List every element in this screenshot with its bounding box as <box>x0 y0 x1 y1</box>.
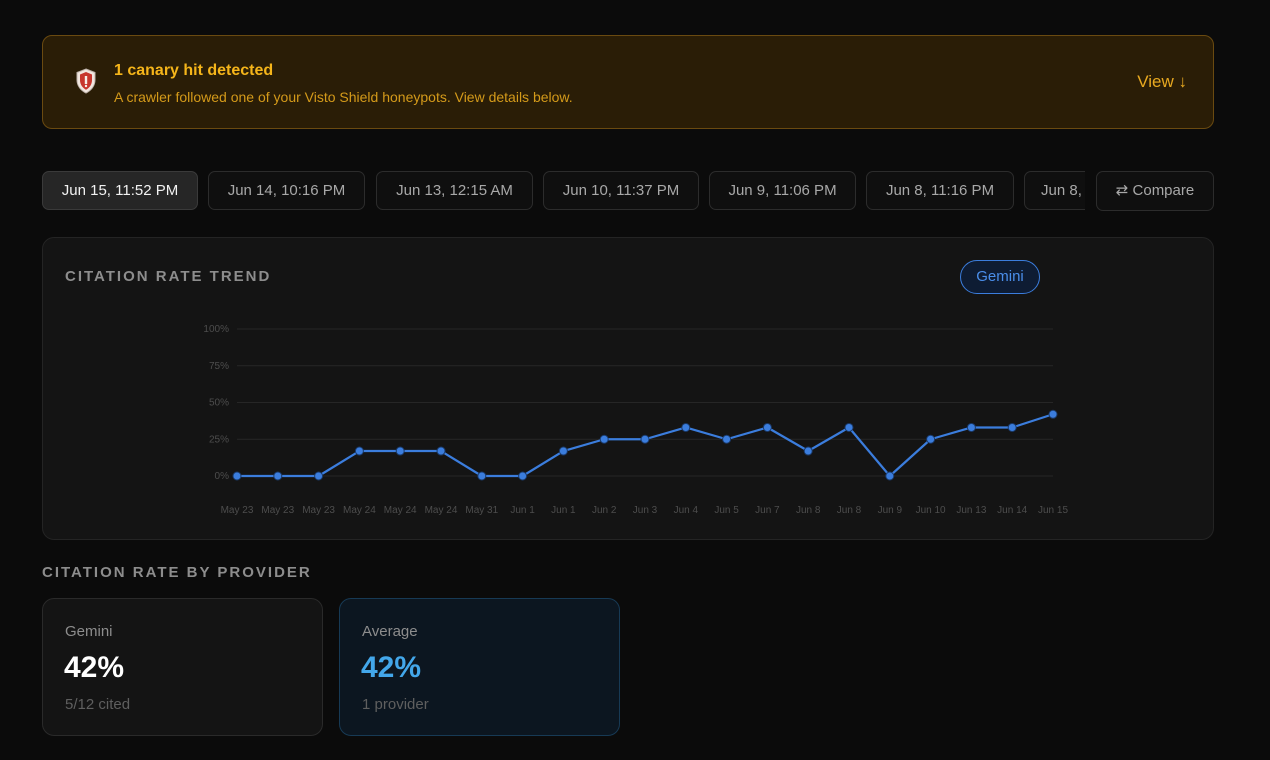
x-tick-label: Jun 1 <box>510 505 535 516</box>
x-tick-label: Jun 8 <box>837 505 862 516</box>
x-tick-label: May 23 <box>302 505 335 516</box>
legend-gemini[interactable]: Gemini <box>960 260 1040 294</box>
data-point <box>803 446 813 456</box>
run-tabs: Jun 15, 11:52 PM Jun 14, 10:16 PM Jun 13… <box>42 171 1085 211</box>
data-point <box>354 446 364 456</box>
run-tab[interactable]: Jun 8, 11:16 PM <box>866 171 1014 210</box>
provider-card-gemini: Gemini 42% 5/12 cited <box>42 598 323 736</box>
data-point <box>518 471 528 481</box>
x-tick-label: Jun 7 <box>755 505 780 516</box>
run-tab[interactable]: Jun 10, 11:37 PM <box>543 171 699 210</box>
data-point <box>232 471 242 481</box>
y-tick-label: 0% <box>215 471 230 482</box>
run-tab[interactable]: Jun 14, 10:16 PM <box>208 171 365 210</box>
run-tab[interactable]: Jun 9, 11:06 PM <box>709 171 856 210</box>
citation-trend-card: CITATION RATE TREND Gemini 0% 25% 50% 75% 10… <box>42 237 1214 540</box>
y-tick-label: 100% <box>203 324 229 335</box>
provider-count: 1 provider <box>362 696 429 713</box>
x-tick-label: Jun 2 <box>592 505 617 516</box>
x-tick-label: May 23 <box>261 505 294 516</box>
x-tick-label: May 24 <box>425 505 458 516</box>
x-tick-label: Jun 8 <box>796 505 821 516</box>
data-point <box>1007 422 1017 432</box>
data-point <box>477 471 487 481</box>
run-tab[interactable]: Jun 8, <box>1024 171 1085 210</box>
average-rate: 42% <box>361 651 422 684</box>
x-tick-label: May 24 <box>384 505 417 516</box>
run-tab[interactable]: Jun 13, 12:15 AM <box>376 171 533 210</box>
run-tab[interactable]: Jun 15, 11:52 PM <box>42 171 198 210</box>
data-point <box>722 434 732 444</box>
data-point <box>844 422 854 432</box>
data-point <box>926 434 936 444</box>
x-tick-label: Jun 14 <box>997 505 1027 516</box>
data-point <box>640 434 650 444</box>
data-point <box>599 434 609 444</box>
data-point <box>314 471 324 481</box>
x-tick-label: May 24 <box>343 505 376 516</box>
data-point <box>966 422 976 432</box>
shield-icon <box>76 68 96 94</box>
data-point <box>395 446 405 456</box>
y-tick-label: 50% <box>209 398 229 409</box>
x-tick-label: Jun 15 <box>1038 505 1068 516</box>
trend-title: CITATION RATE TREND <box>65 268 272 285</box>
alert-title: 1 canary hit detected <box>114 62 274 79</box>
x-tick-label: Jun 1 <box>551 505 576 516</box>
provider-card-average: Average 42% 1 provider <box>339 598 620 736</box>
data-point <box>558 446 568 456</box>
x-tick-label: May 31 <box>465 505 498 516</box>
x-tick-label: Jun 3 <box>633 505 658 516</box>
x-tick-label: Jun 10 <box>916 505 946 516</box>
compare-button[interactable]: ⇄ Compare <box>1096 171 1214 211</box>
y-tick-label: 75% <box>209 361 229 372</box>
y-tick-label: 25% <box>209 434 229 445</box>
series-line <box>237 413 1054 478</box>
provider-rate: 42% <box>64 651 125 684</box>
x-tick-label: May 23 <box>221 505 254 516</box>
view-details-link[interactable]: View ↓ <box>1137 72 1187 91</box>
trend-chart: 0% 25% 50% 75% 100% May 23 May 23 May 23 May 24 M… <box>203 324 1068 516</box>
data-point <box>885 471 895 481</box>
average-label: Average <box>362 623 418 640</box>
canary-alert-banner: 1 canary hit detected A crawler followed… <box>42 35 1214 129</box>
x-tick-label: Jun 13 <box>956 505 986 516</box>
x-tick-label: Jun 5 <box>714 505 739 516</box>
provider-section-title: CITATION RATE BY PROVIDER <box>42 564 312 581</box>
x-tick-label: Jun 9 <box>878 505 903 516</box>
data-point <box>681 422 691 432</box>
data-point <box>273 471 283 481</box>
data-point <box>1048 409 1058 419</box>
data-point <box>762 422 772 432</box>
data-point <box>436 446 446 456</box>
alert-description: A crawler followed one of your Visto Shi… <box>114 89 573 105</box>
provider-name: Gemini <box>65 623 113 640</box>
provider-cited-count: 5/12 cited <box>65 696 131 713</box>
x-tick-label: Jun 4 <box>674 505 699 516</box>
